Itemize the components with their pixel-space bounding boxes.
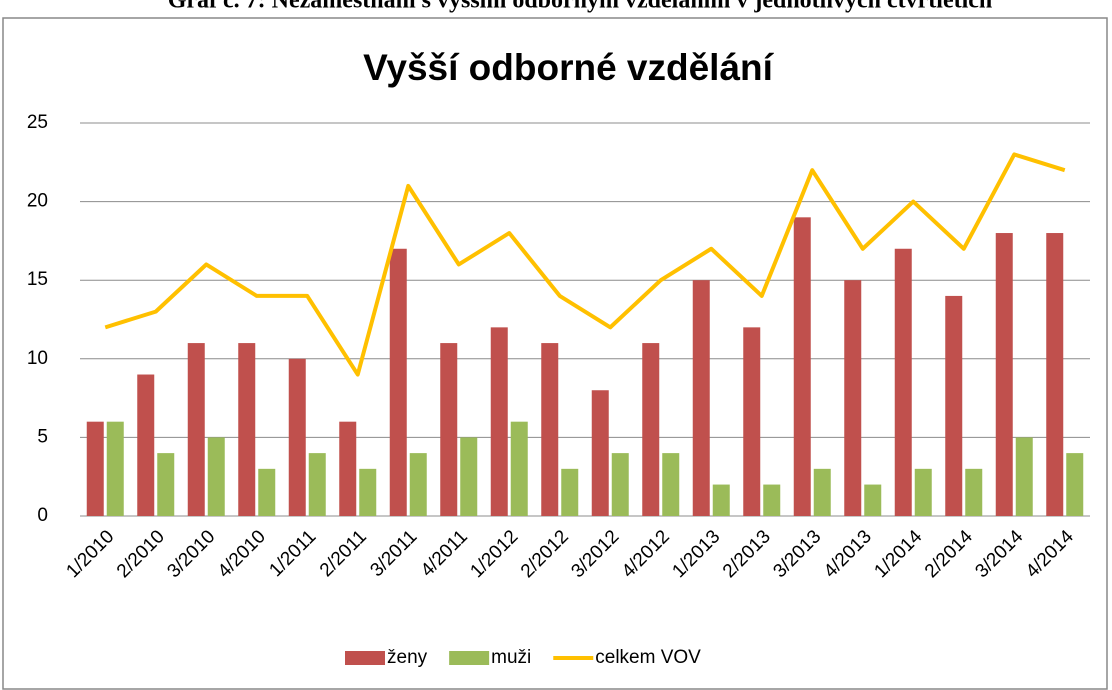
line — [104, 152, 1066, 377]
bar — [389, 248, 407, 516]
y-tick-label: 5 — [37, 426, 48, 447]
y-tick-label: 20 — [27, 191, 48, 212]
bar — [894, 248, 912, 516]
x-tick-label: 2/2012 — [517, 526, 573, 582]
y-tick-label: 15 — [27, 269, 48, 290]
x-tick-label: 2/2014 — [921, 526, 977, 582]
bar — [763, 484, 781, 516]
y-tick-label: 0 — [37, 505, 48, 526]
bar — [106, 421, 124, 516]
x-tick-label: 2/2010 — [113, 526, 169, 582]
bar — [743, 327, 761, 516]
x-tick-label: 3/2010 — [163, 526, 219, 582]
x-tick-label: 1/2013 — [668, 526, 724, 582]
bar — [844, 280, 862, 516]
bar — [258, 468, 276, 516]
bar — [1046, 233, 1064, 517]
y-tick-label: 10 — [27, 348, 48, 369]
bar — [864, 484, 882, 516]
y-tick-label: 25 — [27, 112, 48, 133]
bar — [137, 374, 155, 516]
bar — [359, 468, 377, 516]
x-tick-label: 1/2014 — [870, 526, 926, 582]
bar — [409, 453, 427, 516]
x-tick-label: 3/2013 — [769, 526, 825, 582]
x-tick-label: 1/2012 — [466, 526, 522, 582]
x-tick-label: 3/2012 — [567, 526, 623, 582]
bar — [187, 343, 205, 516]
bar — [813, 468, 831, 516]
bar — [238, 343, 256, 516]
bar — [662, 453, 680, 516]
bar — [1066, 453, 1084, 516]
x-tick-label: 3/2011 — [366, 526, 421, 581]
x-tick-label: 2/2011 — [316, 526, 371, 581]
legend-swatch — [345, 651, 385, 665]
legend-swatch — [449, 651, 490, 665]
x-tick-label: 4/2013 — [820, 526, 876, 582]
chart-title: Vyšší odborné vzdělání — [363, 47, 775, 88]
bar — [642, 343, 660, 516]
bar — [914, 468, 932, 516]
bar — [945, 295, 963, 516]
bar — [541, 343, 559, 516]
bar — [288, 358, 306, 516]
bar — [510, 421, 528, 516]
legend-label: ženy — [387, 647, 428, 668]
bar — [995, 233, 1013, 517]
bar — [86, 421, 104, 516]
bar — [490, 327, 508, 516]
bar — [591, 390, 609, 516]
bar — [157, 453, 175, 516]
x-tick-label: 1/2010 — [62, 526, 118, 582]
bar — [339, 421, 357, 516]
chart-border — [2, 17, 1108, 690]
bar — [460, 437, 478, 516]
caption: Graf č. 7: Nezaměstnaní s vyšším odborný… — [168, 0, 993, 14]
bar — [712, 484, 730, 516]
x-tick-label: 4/2010 — [214, 526, 270, 582]
bar — [207, 437, 225, 516]
x-tick-label: 4/2012 — [618, 526, 674, 582]
bar — [1015, 437, 1033, 516]
bar — [308, 453, 326, 516]
bar — [440, 343, 458, 516]
legend-label: celkem VOV — [595, 647, 701, 668]
bar — [561, 468, 579, 516]
legend-label: muži — [491, 647, 531, 668]
x-tick-label: 4/2011 — [417, 526, 472, 581]
bar — [793, 217, 811, 516]
bar — [692, 280, 710, 516]
x-tick-label: 1/2011 — [265, 526, 320, 581]
x-tick-label: 3/2014 — [971, 526, 1027, 582]
bar — [965, 468, 983, 516]
x-tick-label: 4/2014 — [1022, 526, 1078, 582]
bar — [611, 453, 629, 516]
x-tick-label: 2/2013 — [719, 526, 775, 582]
